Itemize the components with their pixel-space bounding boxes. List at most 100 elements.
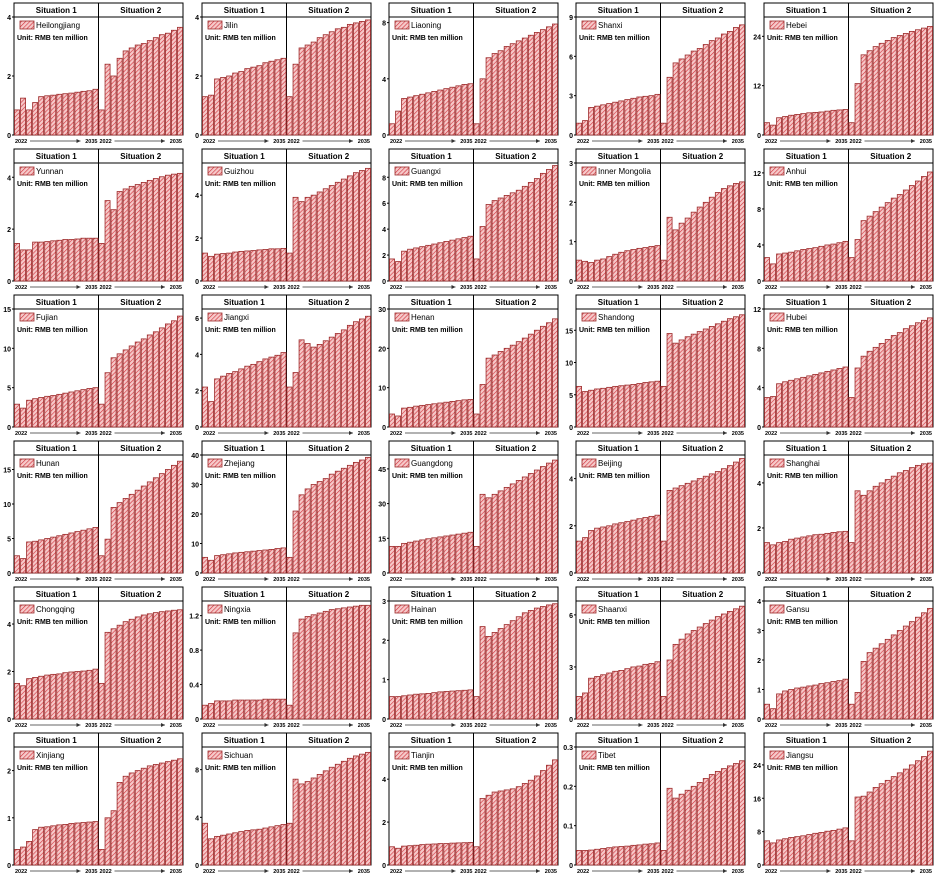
bar-situation2-2024 [110, 810, 117, 866]
bar-situation1-2023 [395, 415, 401, 428]
x-start-label: 2022 [662, 577, 674, 583]
bar-situation1-2031 [818, 533, 825, 574]
bar-situation2-2035 [927, 26, 933, 136]
situation-2-label: Situation 2 [682, 736, 723, 745]
bar-situation2-2029 [140, 767, 147, 866]
x-arrow-icon [826, 869, 831, 873]
bar-situation2-2032 [908, 30, 915, 136]
bar-situation2-2031 [527, 473, 534, 574]
bar-situation1-2033 [642, 95, 649, 136]
x-arrow-icon [349, 577, 353, 581]
bar-situation2-2035 [177, 26, 183, 136]
bar-situation1-2030 [62, 392, 69, 428]
bar-situation2-2034 [546, 26, 552, 136]
bar-situation1-2026 [226, 252, 233, 282]
bar-situation2-2024 [860, 54, 867, 136]
bar-situation2-2035 [177, 315, 183, 428]
bar-situation1-2027 [606, 256, 613, 282]
bar-situation1-2034 [274, 698, 281, 720]
x-arrow-icon [264, 869, 269, 873]
x-end-label: 2035 [460, 431, 472, 437]
bar-situation1-2033 [830, 532, 837, 574]
bar-situation2-2025 [491, 200, 498, 282]
bar-situation2-2035 [739, 605, 745, 720]
bar-situation1-2022 [764, 397, 770, 428]
bar-situation1-2026 [788, 379, 795, 428]
situation-2-label: Situation 2 [120, 298, 161, 307]
y-tick-label: 1 [7, 816, 11, 823]
x-start-label: 2022 [15, 139, 27, 145]
bar-situation2-2024 [860, 220, 867, 282]
x-start-label: 2022 [475, 139, 487, 145]
bar-situation1-2032 [74, 822, 81, 866]
bar-situation2-2031 [902, 470, 909, 574]
legend-province-name: Shandong [598, 313, 634, 322]
bar-situation1-2023 [770, 842, 776, 866]
bar-situation2-2035 [739, 314, 745, 428]
bar-situation1-2034 [274, 248, 281, 282]
situation-1-label: Situation 1 [36, 736, 77, 745]
bar-situation1-2026 [413, 693, 420, 720]
bar-situation2-2026 [872, 485, 879, 574]
bar-situation2-2033 [726, 465, 733, 574]
bar-situation1-2027 [232, 251, 239, 282]
bar-situation1-2024 [401, 542, 408, 574]
y-tick-label: 4 [757, 599, 761, 606]
bar-situation1-2032 [262, 549, 269, 574]
bar-situation1-2029 [618, 251, 625, 282]
bar-situation1-2035 [280, 824, 287, 866]
bar-situation1-2030 [437, 89, 444, 136]
bar-situation1-2031 [443, 401, 450, 428]
bar-situation2-2033 [352, 605, 359, 720]
bar-situation2-2027 [128, 345, 135, 428]
bar-situation2-2024 [672, 487, 679, 574]
bar-situation2-2022 [98, 849, 105, 866]
bar-situation1-2030 [62, 824, 69, 866]
bar-situation2-2033 [914, 29, 921, 136]
bar-situation1-2029 [56, 93, 63, 136]
bar-situation1-2023 [395, 545, 401, 574]
bar-situation2-2024 [485, 794, 492, 866]
bar-situation1-2028 [800, 249, 807, 282]
x-end-label: 2035 [545, 431, 557, 437]
y-tick-label: 4 [195, 15, 199, 22]
bar-situation2-2032 [158, 176, 165, 282]
bar-situation2-2027 [878, 42, 885, 136]
situation-2-label: Situation 2 [495, 6, 536, 15]
bar-situation1-2028 [800, 686, 807, 720]
bar-situation1-2028 [50, 825, 57, 866]
bar-situation1-2023 [770, 708, 776, 720]
bar-situation2-2027 [878, 343, 885, 428]
x-arrow-icon [349, 431, 353, 435]
bar-situation1-2030 [812, 534, 819, 574]
bar-situation2-2032 [158, 611, 165, 720]
y-tick-label: 8 [195, 768, 199, 775]
bar-situation1-2035 [467, 235, 474, 282]
bar-situation2-2025 [491, 632, 498, 720]
bar-situation2-2024 [298, 201, 305, 282]
x-arrow-icon [536, 431, 540, 435]
situation-2-label: Situation 2 [120, 736, 161, 745]
bar-situation1-2033 [830, 681, 837, 720]
bar-situation2-2026 [497, 628, 504, 720]
bar-situation2-2033 [539, 29, 546, 136]
bar-situation2-2033 [539, 770, 546, 866]
bar-situation1-2026 [226, 700, 233, 720]
bar-situation2-2031 [527, 333, 534, 428]
bar-situation1-2025 [594, 105, 601, 136]
bar-situation1-2033 [642, 247, 649, 282]
bar-situation1-2031 [630, 384, 637, 428]
bar-situation1-2027 [794, 836, 801, 866]
bar-situation2-2024 [672, 797, 679, 866]
bar-situation1-2033 [80, 389, 87, 428]
bar-situation1-2035 [654, 514, 661, 574]
situation-2-label: Situation 2 [870, 444, 911, 453]
situation-1-label: Situation 1 [224, 444, 265, 453]
bar-situation1-2026 [413, 95, 420, 136]
x-arrow-icon [451, 139, 456, 143]
bar-situation2-2022 [473, 413, 480, 428]
bar-situation2-2034 [733, 183, 739, 282]
bar-situation1-2034 [461, 399, 468, 428]
